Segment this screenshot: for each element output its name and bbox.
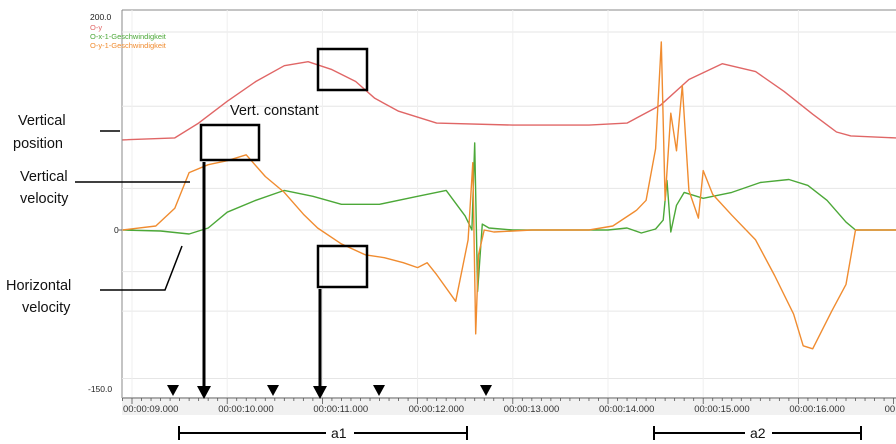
label-vertical-velocity-line2: velocity (20, 191, 69, 207)
x-tick-label: 00:00:15.000 (694, 404, 749, 415)
segment-a2: a2 (653, 425, 862, 441)
arrow-1-head (197, 386, 211, 399)
event-markers (167, 385, 492, 396)
x-axis-strip (122, 397, 896, 415)
marker-2 (267, 385, 279, 396)
marker-1 (167, 385, 179, 396)
series-line-ox-velocity (122, 142, 896, 293)
x-tick-label: 00:00:16.000 (789, 404, 844, 415)
label-vertical-velocity-line1: Vertical (20, 169, 68, 185)
series-line-oy (122, 61, 896, 141)
box-label-vert-constant: Vert. constant (230, 103, 319, 119)
x-tick-label: 00:00:11.000 (313, 404, 368, 415)
label-horizontal-velocity-line2: velocity (22, 300, 71, 316)
legend: O-y O-x-1-Geschwindigkeit O-y-1-Geschwin… (90, 23, 167, 50)
plot-area (121, 9, 896, 398)
x-tick-label: 00:00:13.000 (504, 404, 559, 415)
label-vertical-position-line2: position (13, 136, 63, 152)
left-labels: Vertical position Vertical velocity Hori… (6, 113, 190, 316)
x-tick-label: 00 (885, 404, 896, 415)
leader-horizontal-velocity (100, 245, 183, 291)
segment-a2-label: a2 (750, 425, 766, 441)
arrow-2-head (313, 386, 327, 399)
label-horizontal-velocity-line1: Horizontal (6, 278, 71, 294)
x-ticks: 00:00:09.000 00:00:10.000 00:00:11.000 00:0… (122, 398, 896, 415)
legend-entry-oy: O-y (90, 23, 102, 32)
arrows (197, 162, 327, 399)
y-tick-label-top: 200.0 (90, 12, 112, 22)
label-vertical-position-line1: Vertical (18, 113, 66, 129)
series-line-oy-velocity (122, 41, 896, 350)
x-tick-label: 00:00:10.000 (218, 404, 273, 415)
box-bottom-velocity (316, 244, 369, 289)
box-top-velocity (199, 123, 261, 162)
legend-entry-oy-velocity: O-y-1-Geschwindigkeit (90, 41, 167, 50)
annotation-boxes: Vert. constant (199, 47, 369, 289)
marker-3 (373, 385, 385, 396)
y-tick-label-zero: 0 (114, 225, 119, 235)
segment-a1-label: a1 (331, 425, 347, 441)
box-position-peak (316, 47, 369, 92)
x-tick-label: 00:00:14.000 (599, 404, 654, 415)
segment-a1: a1 (178, 425, 468, 441)
legend-entry-ox-velocity: O-x-1-Geschwindigkeit (90, 32, 167, 41)
x-axis (122, 397, 896, 415)
plot-background (122, 10, 896, 388)
series-lines (122, 41, 896, 350)
x-tick-label: 00:00:12.000 (409, 404, 464, 415)
marker-4 (480, 385, 492, 396)
x-tick-label: 00:00:09.000 (123, 404, 178, 415)
y-tick-label-bottom: -150.0 (88, 384, 112, 394)
